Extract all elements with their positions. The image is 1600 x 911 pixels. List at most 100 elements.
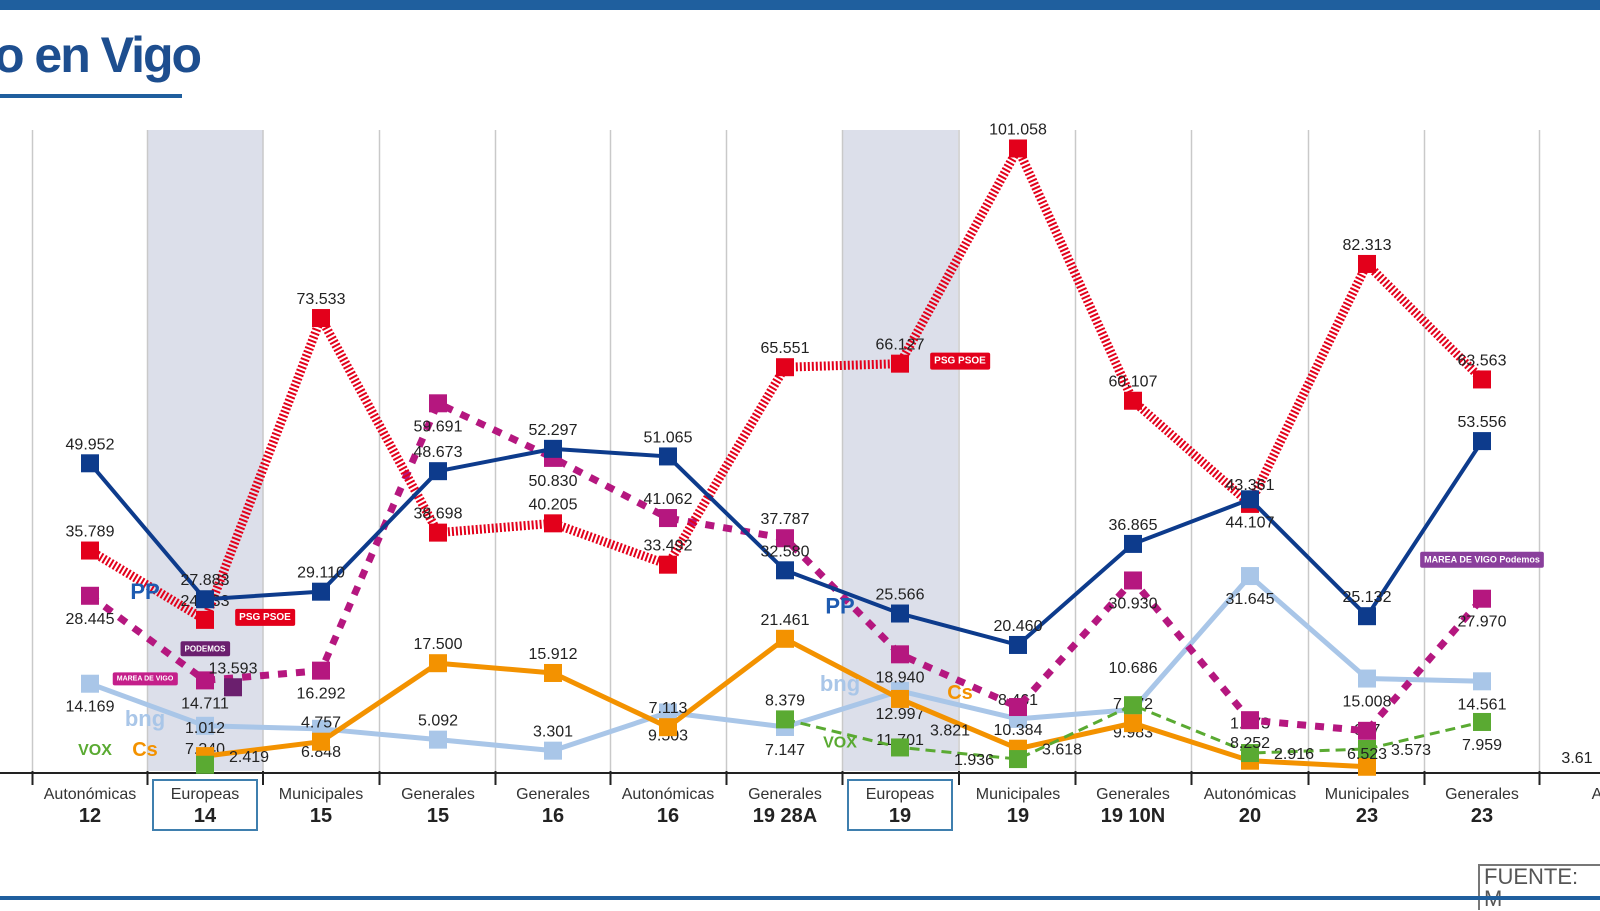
data-label-vox: 3.61 bbox=[1561, 750, 1592, 767]
data-point-pp bbox=[1009, 635, 1027, 654]
data-point-marea-de-vigo-podemos bbox=[1124, 571, 1142, 590]
logo-bng: bng bbox=[820, 671, 860, 696]
logo-text: PSG PSOE bbox=[934, 356, 986, 367]
data-point-psg-psoe bbox=[429, 523, 447, 542]
data-point-pp bbox=[1358, 607, 1376, 626]
data-label-bng: 12.997 bbox=[876, 706, 925, 723]
data-label-psg-psoe: 73.533 bbox=[297, 291, 346, 308]
data-label-pp: 32.580 bbox=[761, 543, 810, 560]
logo-background bbox=[112, 672, 178, 686]
data-label-psg-psoe: 38.698 bbox=[414, 506, 463, 523]
series-vox: 1.012 8.379 3.821 1.936 10.686 2.916 3.573 7.95… bbox=[185, 660, 1593, 774]
data-label-vox: 2.916 bbox=[1274, 746, 1314, 763]
data-label-marea-de-vigo-podemos: 50.830 bbox=[529, 473, 578, 490]
data-label-cs: 15.912 bbox=[529, 646, 578, 663]
logo-cs: Cs bbox=[132, 739, 158, 761]
data-label-cs: 4.757 bbox=[301, 715, 341, 732]
category-number: 15 bbox=[427, 805, 449, 827]
data-point-vox bbox=[776, 710, 794, 729]
data-label-cs: 3.618 bbox=[1042, 742, 1082, 759]
logo-background bbox=[235, 608, 296, 626]
data-point-psg-psoe bbox=[1473, 370, 1491, 389]
data-point-marea-de-vigo-podemos bbox=[312, 661, 330, 680]
data-label-marea-de-vigo-podemos: 30.930 bbox=[1109, 595, 1158, 612]
data-point-cs bbox=[429, 654, 447, 673]
data-label-pp: 20.460 bbox=[994, 618, 1043, 635]
data-label-cs: 21.461 bbox=[761, 612, 810, 629]
data-label-pp: 29.110 bbox=[297, 565, 345, 582]
data-point-pp bbox=[429, 462, 447, 481]
data-label-pp: 49.952 bbox=[66, 436, 115, 453]
data-point-psg-psoe bbox=[1124, 391, 1142, 410]
data-point-bng bbox=[429, 730, 447, 749]
data-label-pp: 51.065 bbox=[644, 429, 693, 446]
data-point-pp bbox=[891, 604, 909, 623]
logo-marea-de-vigo: MAREA DE VIGO bbox=[112, 672, 178, 686]
highlight-label-box bbox=[152, 779, 258, 831]
data-point-vox bbox=[1124, 696, 1142, 715]
data-label-vox: 3.821 bbox=[930, 722, 970, 739]
data-point-bng bbox=[544, 741, 562, 760]
data-point-pp bbox=[1241, 490, 1259, 509]
highlight-column bbox=[147, 130, 263, 771]
data-label-marea-de-vigo-podemos: 37.787 bbox=[761, 511, 810, 528]
category-number: 16 bbox=[657, 805, 679, 827]
data-point-psg-psoe bbox=[312, 309, 330, 328]
data-point-psg-psoe bbox=[1358, 254, 1376, 273]
category-number: 19 bbox=[889, 805, 911, 827]
data-point-cs bbox=[776, 629, 794, 648]
data-label-bng: 14.561 bbox=[1458, 696, 1507, 713]
logo-marea-de-vigo-podemos: MAREA DE VIGO Podemos bbox=[1420, 551, 1544, 568]
data-point-pp bbox=[196, 590, 214, 609]
data-label-pp: 27.883 bbox=[181, 572, 230, 589]
data-label-psg-psoe: 33.492 bbox=[644, 538, 693, 555]
data-point-pp bbox=[659, 447, 677, 466]
data-label-psg-psoe: 101.058 bbox=[989, 121, 1047, 138]
category-number: 20 bbox=[1239, 805, 1261, 827]
data-label-psg-psoe: 40.205 bbox=[529, 496, 578, 513]
data-point-cs bbox=[891, 689, 909, 708]
category-label: Autonómicas bbox=[44, 786, 137, 803]
logo-pp: PP bbox=[130, 579, 159, 604]
logo-text: Cs bbox=[947, 682, 973, 704]
data-label-cs: 2.419 bbox=[229, 749, 269, 766]
data-point-pp bbox=[776, 561, 794, 580]
logo-text: VOX bbox=[823, 734, 857, 751]
data-point-psg-psoe bbox=[196, 610, 214, 629]
data-label-pp: 25.566 bbox=[876, 587, 925, 604]
data-point-marea-de-vigo-podemos bbox=[1473, 589, 1491, 608]
data-point-bng bbox=[1241, 567, 1259, 586]
chart-title: o en Vigo bbox=[0, 27, 202, 83]
data-point-bng bbox=[1358, 669, 1376, 688]
data-point-marea-de-vigo-podemos bbox=[776, 529, 794, 548]
data-label-vox: 1.012 bbox=[185, 720, 225, 737]
data-label-vox: 10.686 bbox=[1109, 660, 1158, 677]
data-label-bng: 14.169 bbox=[66, 699, 115, 716]
category-number: 15 bbox=[310, 805, 332, 827]
logo-background bbox=[1420, 551, 1544, 568]
logo-text: Cs bbox=[132, 739, 158, 761]
data-label-pp: 44.107 bbox=[1226, 514, 1275, 531]
data-point-cs bbox=[1358, 757, 1376, 776]
data-label-cs: 17.500 bbox=[414, 636, 463, 653]
data-point-vox bbox=[1473, 712, 1491, 731]
data-point-psg-psoe bbox=[659, 555, 677, 574]
category-number: 19 bbox=[1007, 805, 1029, 827]
category-label: Generales bbox=[1096, 786, 1170, 803]
logo-background bbox=[930, 352, 991, 370]
logo-text: MAREA DE VIGO Podemos bbox=[1424, 555, 1540, 565]
category-label: Generales bbox=[1445, 786, 1519, 803]
data-point-pp bbox=[544, 439, 562, 458]
data-point-marea-de-vigo-podemos bbox=[429, 394, 447, 413]
data-point-bng bbox=[659, 703, 677, 722]
data-point-pp bbox=[81, 454, 99, 473]
data-label-marea-de-vigo-podemos: 28.445 bbox=[66, 611, 115, 628]
data-point-cs bbox=[1124, 714, 1142, 733]
data-point-marea-de-vigo-podemos bbox=[1009, 698, 1027, 717]
data-point-psg-psoe bbox=[544, 514, 562, 533]
data-label-bng: 7.147 bbox=[765, 742, 805, 759]
data-point-cs bbox=[544, 663, 562, 682]
logo-text: PSG PSOE bbox=[239, 612, 291, 623]
data-label-marea-de-vigo-podemos: 18.940 bbox=[876, 669, 925, 686]
